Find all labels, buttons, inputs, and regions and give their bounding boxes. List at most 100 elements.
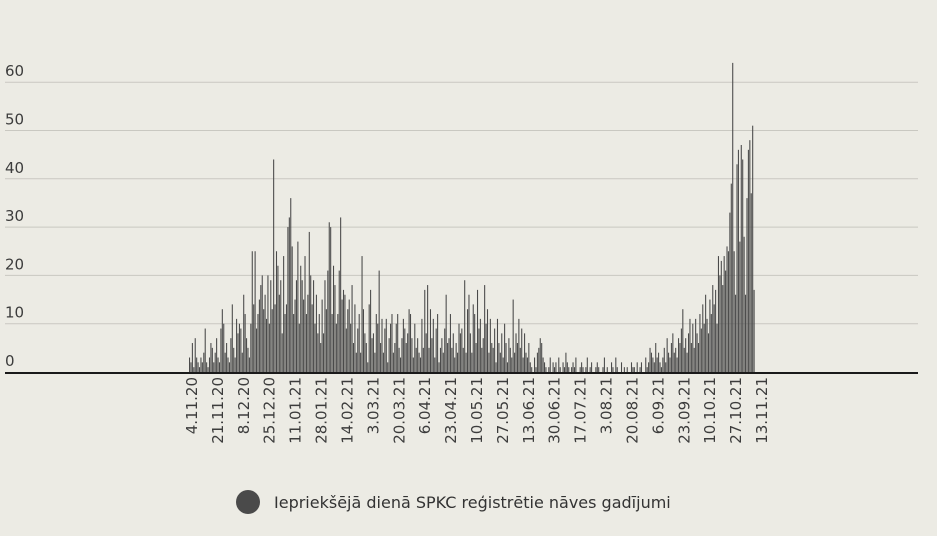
- x-tick-label: 14.02.21: [339, 377, 357, 444]
- bar: [566, 362, 568, 372]
- bar: [469, 333, 471, 372]
- bar: [666, 338, 668, 372]
- bar: [427, 285, 429, 372]
- bar: [211, 347, 213, 372]
- bar: [693, 347, 695, 372]
- bar: [700, 328, 702, 372]
- bar: [238, 323, 240, 372]
- bar: [706, 318, 708, 372]
- bar: [334, 285, 336, 372]
- bar: [680, 328, 682, 372]
- bar: [591, 362, 593, 372]
- bar: [552, 362, 554, 372]
- bar: [261, 275, 263, 372]
- bar: [347, 309, 349, 372]
- bar: [679, 343, 681, 372]
- y-axis-labels: 0 10 20 30 40 50 60: [5, 62, 24, 370]
- bar: [535, 367, 537, 372]
- bar: [663, 347, 665, 372]
- y-tick-label: 10: [5, 304, 24, 322]
- bar: [685, 338, 687, 372]
- bar: [649, 347, 651, 372]
- bar: [358, 314, 360, 372]
- bar: [686, 352, 688, 372]
- bar: [404, 328, 406, 372]
- bar: [341, 299, 343, 372]
- bar: [670, 343, 672, 372]
- bar: [502, 357, 504, 372]
- bar: [455, 343, 457, 372]
- bar: [442, 352, 444, 372]
- bar: [668, 352, 670, 372]
- bar: [254, 251, 256, 372]
- y-tick-label: 20: [5, 255, 24, 273]
- y-tick-label: 40: [5, 159, 24, 177]
- bar: [421, 318, 423, 372]
- bar: [429, 309, 432, 372]
- bar: [348, 299, 350, 372]
- bar: [479, 318, 481, 372]
- x-tick-label: 4.11.20: [183, 377, 201, 434]
- bar: [395, 323, 397, 372]
- bar: [407, 333, 409, 372]
- bar: [633, 367, 635, 372]
- y-tick-label: 0: [5, 352, 15, 370]
- bar: [315, 294, 317, 372]
- bar: [524, 333, 526, 372]
- bar: [572, 362, 574, 372]
- bar: [648, 362, 650, 372]
- bar: [317, 333, 319, 372]
- bar: [682, 309, 684, 372]
- bar: [749, 140, 751, 372]
- bar: [745, 294, 747, 372]
- bar: [293, 314, 295, 372]
- bar: [695, 318, 697, 372]
- bar: [197, 362, 199, 372]
- bar: [221, 309, 223, 372]
- bar: [562, 362, 564, 372]
- bar: [683, 347, 685, 372]
- bar: [715, 289, 717, 372]
- bar: [337, 314, 339, 372]
- bar: [492, 347, 494, 372]
- bar: [660, 367, 662, 372]
- bar: [237, 333, 239, 372]
- bar: [214, 352, 216, 372]
- bar: [726, 246, 728, 372]
- bar: [270, 280, 272, 372]
- bar: [330, 227, 332, 372]
- bar: [549, 357, 551, 372]
- bar: [224, 352, 226, 372]
- bar: [275, 251, 278, 372]
- bar: [457, 352, 459, 372]
- bar: [659, 362, 661, 372]
- bar: [223, 323, 225, 372]
- bar: [719, 275, 721, 372]
- x-tick-label: 11.01.21: [287, 377, 305, 444]
- bar: [705, 294, 707, 372]
- bar: [746, 198, 748, 372]
- bar: [620, 362, 623, 372]
- bar: [281, 333, 283, 372]
- bar: [280, 280, 282, 372]
- x-tick-label: 17.07.21: [572, 377, 590, 444]
- bar: [676, 357, 678, 372]
- bar: [474, 314, 476, 372]
- bar: [419, 357, 422, 372]
- bar: [656, 357, 658, 372]
- bar: [418, 352, 420, 372]
- x-tick-label: 13.11.21: [753, 377, 771, 444]
- bar: [565, 352, 567, 372]
- bar: [519, 347, 521, 372]
- bar: [203, 352, 205, 372]
- bar: [391, 314, 393, 372]
- bar: [512, 299, 514, 372]
- bar: [375, 314, 377, 372]
- bar: [278, 294, 280, 372]
- bar: [515, 333, 517, 372]
- bar: [598, 367, 600, 372]
- bar: [387, 362, 389, 372]
- bar: [725, 270, 727, 372]
- bar: [541, 343, 543, 372]
